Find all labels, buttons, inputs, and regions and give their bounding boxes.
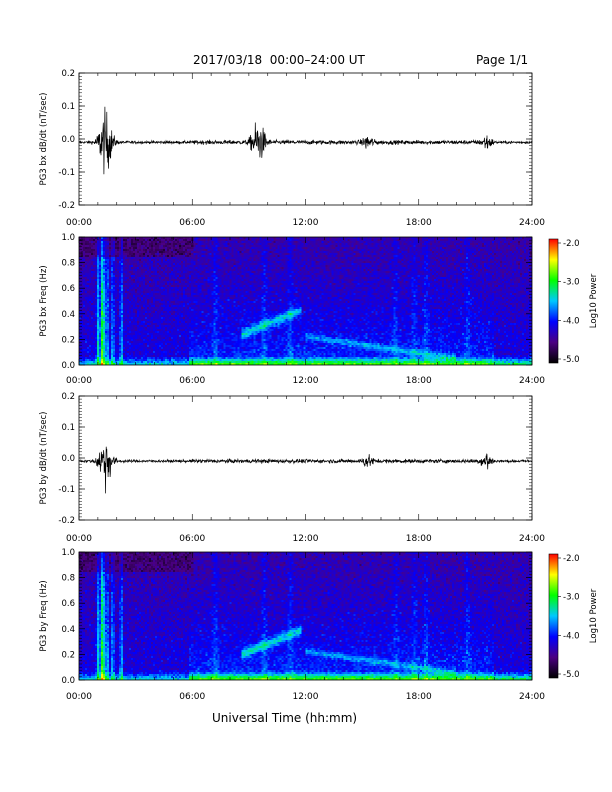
y-axis-label: PG3 by Freq (Hz) — [39, 580, 49, 651]
y-tick-label: -0.1 — [58, 485, 75, 495]
y-tick-label: 0.4 — [61, 625, 75, 635]
x-tick-label: 06:00 — [179, 692, 205, 702]
x-tick-label: 00:00 — [66, 218, 92, 228]
x-tick-label: 18:00 — [406, 376, 432, 386]
y-tick-label: 0.0 — [61, 361, 75, 371]
x-tick-label: 12:00 — [293, 534, 319, 544]
x-tick-label: 12:00 — [293, 218, 319, 228]
y-tick-label: 0.4 — [61, 310, 75, 320]
y-tick-label: 0.8 — [61, 574, 75, 584]
x-tick-label: 06:00 — [179, 376, 205, 386]
colorbar-title: Log10 Power — [589, 273, 599, 328]
x-tick-label: 18:00 — [406, 692, 432, 702]
y-tick-label: 0.1 — [61, 102, 75, 112]
colorbar-title: Log10 Power — [589, 588, 599, 643]
x-tick-label: 24:00 — [519, 218, 545, 228]
panel-frame — [78, 395, 533, 521]
colorbar — [548, 553, 559, 679]
x-axis-label: Universal Time (hh:mm) — [212, 711, 358, 725]
y-tick-label: 0.6 — [61, 284, 75, 294]
y-tick-label: 0.2 — [61, 335, 75, 345]
colorbar — [548, 238, 559, 364]
y-tick-label: -0.2 — [58, 516, 75, 526]
y-tick-label: 0.0 — [61, 676, 75, 686]
y-tick-label: 1.0 — [61, 548, 75, 558]
x-tick-label: 06:00 — [179, 218, 205, 228]
y-tick-label: 0.6 — [61, 599, 75, 609]
x-tick-label: 00:00 — [66, 376, 92, 386]
x-tick-label: 00:00 — [66, 534, 92, 544]
x-tick-label: 12:00 — [293, 692, 319, 702]
dbdt-series-line — [78, 446, 533, 494]
y-tick-label: 0.0 — [61, 135, 75, 145]
y-tick-label: 0.2 — [61, 392, 75, 402]
spectrogram-image — [79, 237, 532, 365]
x-tick-label: 24:00 — [519, 376, 545, 386]
x-tick-label: 24:00 — [519, 692, 545, 702]
spectrogram-image — [79, 552, 532, 680]
y-tick-label: 0.2 — [61, 69, 75, 79]
y-axis-label: PG3 bx dB/dt (nT/sec) — [39, 93, 49, 186]
colorbar-tick-label: -2.0 — [563, 239, 580, 249]
x-tick-label: 06:00 — [179, 534, 205, 544]
colorbar-tick-label: -3.0 — [563, 593, 580, 603]
colorbar-tick-label: -2.0 — [563, 554, 580, 564]
colorbar-tick-label: -3.0 — [563, 278, 580, 288]
panel-frame — [78, 72, 533, 206]
y-tick-label: 0.0 — [61, 454, 75, 464]
x-tick-label: 24:00 — [519, 534, 545, 544]
colorbar-tick-label: -5.0 — [563, 670, 580, 680]
dbdt-series-line — [78, 106, 533, 175]
y-tick-label: -0.2 — [58, 201, 75, 211]
y-tick-label: 0.2 — [61, 650, 75, 660]
y-tick-label: 0.1 — [61, 423, 75, 433]
date-range-title: 2017/03/18 00:00–24:00 UT — [193, 53, 365, 67]
colorbar-tick-label: -5.0 — [563, 355, 580, 365]
colorbar-tick-label: -4.0 — [563, 316, 580, 326]
x-tick-label: 18:00 — [406, 534, 432, 544]
x-tick-label: 00:00 — [66, 692, 92, 702]
x-tick-label: 12:00 — [293, 376, 319, 386]
y-tick-label: 0.8 — [61, 259, 75, 269]
y-tick-label: -0.1 — [58, 168, 75, 178]
y-axis-label: PG3 bx Freq (Hz) — [39, 265, 49, 336]
page-indicator: Page 1/1 — [476, 53, 529, 67]
colorbar-tick-label: -4.0 — [563, 631, 580, 641]
y-tick-label: 1.0 — [61, 233, 75, 243]
y-axis-label: PG3 by dB/dt (nT/sec) — [39, 412, 49, 505]
x-tick-label: 18:00 — [406, 218, 432, 228]
